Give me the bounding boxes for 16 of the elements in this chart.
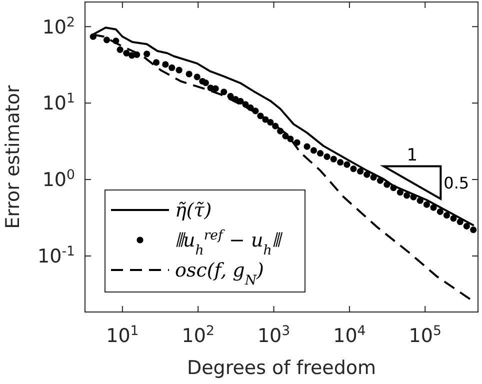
x-tick-label: 10$^{5}$ [408, 324, 442, 347]
x-axis-title: Degrees of freedom [186, 357, 376, 379]
annotation: 0.5 [444, 174, 470, 193]
legend-label: η̃(τ̃) [175, 200, 212, 222]
x-tick-label: 10$^{2}$ [182, 324, 214, 347]
y-tick-label: 10$^{1}$ [42, 91, 75, 115]
annotation: 1 [406, 145, 418, 166]
legend-label: osc(f, g$_{N}$) [175, 260, 264, 288]
y-tick-label: 10$^{2}$ [42, 14, 75, 38]
x-tick-label: 10$^{3}$ [257, 324, 290, 347]
y-tick-label: 10$^{-1}$ [38, 244, 75, 268]
y-axis-title: Error estimator [2, 84, 24, 229]
y-tick-label: 10$^{0}$ [42, 168, 75, 192]
x-tick-label: 10$^{4}$ [333, 324, 366, 347]
legend-label: ⦀u$_{h}$$^{ref}$ − u$_{h}$⦀ [175, 228, 283, 258]
x-tick-label: 10$^{1}$ [106, 324, 139, 347]
